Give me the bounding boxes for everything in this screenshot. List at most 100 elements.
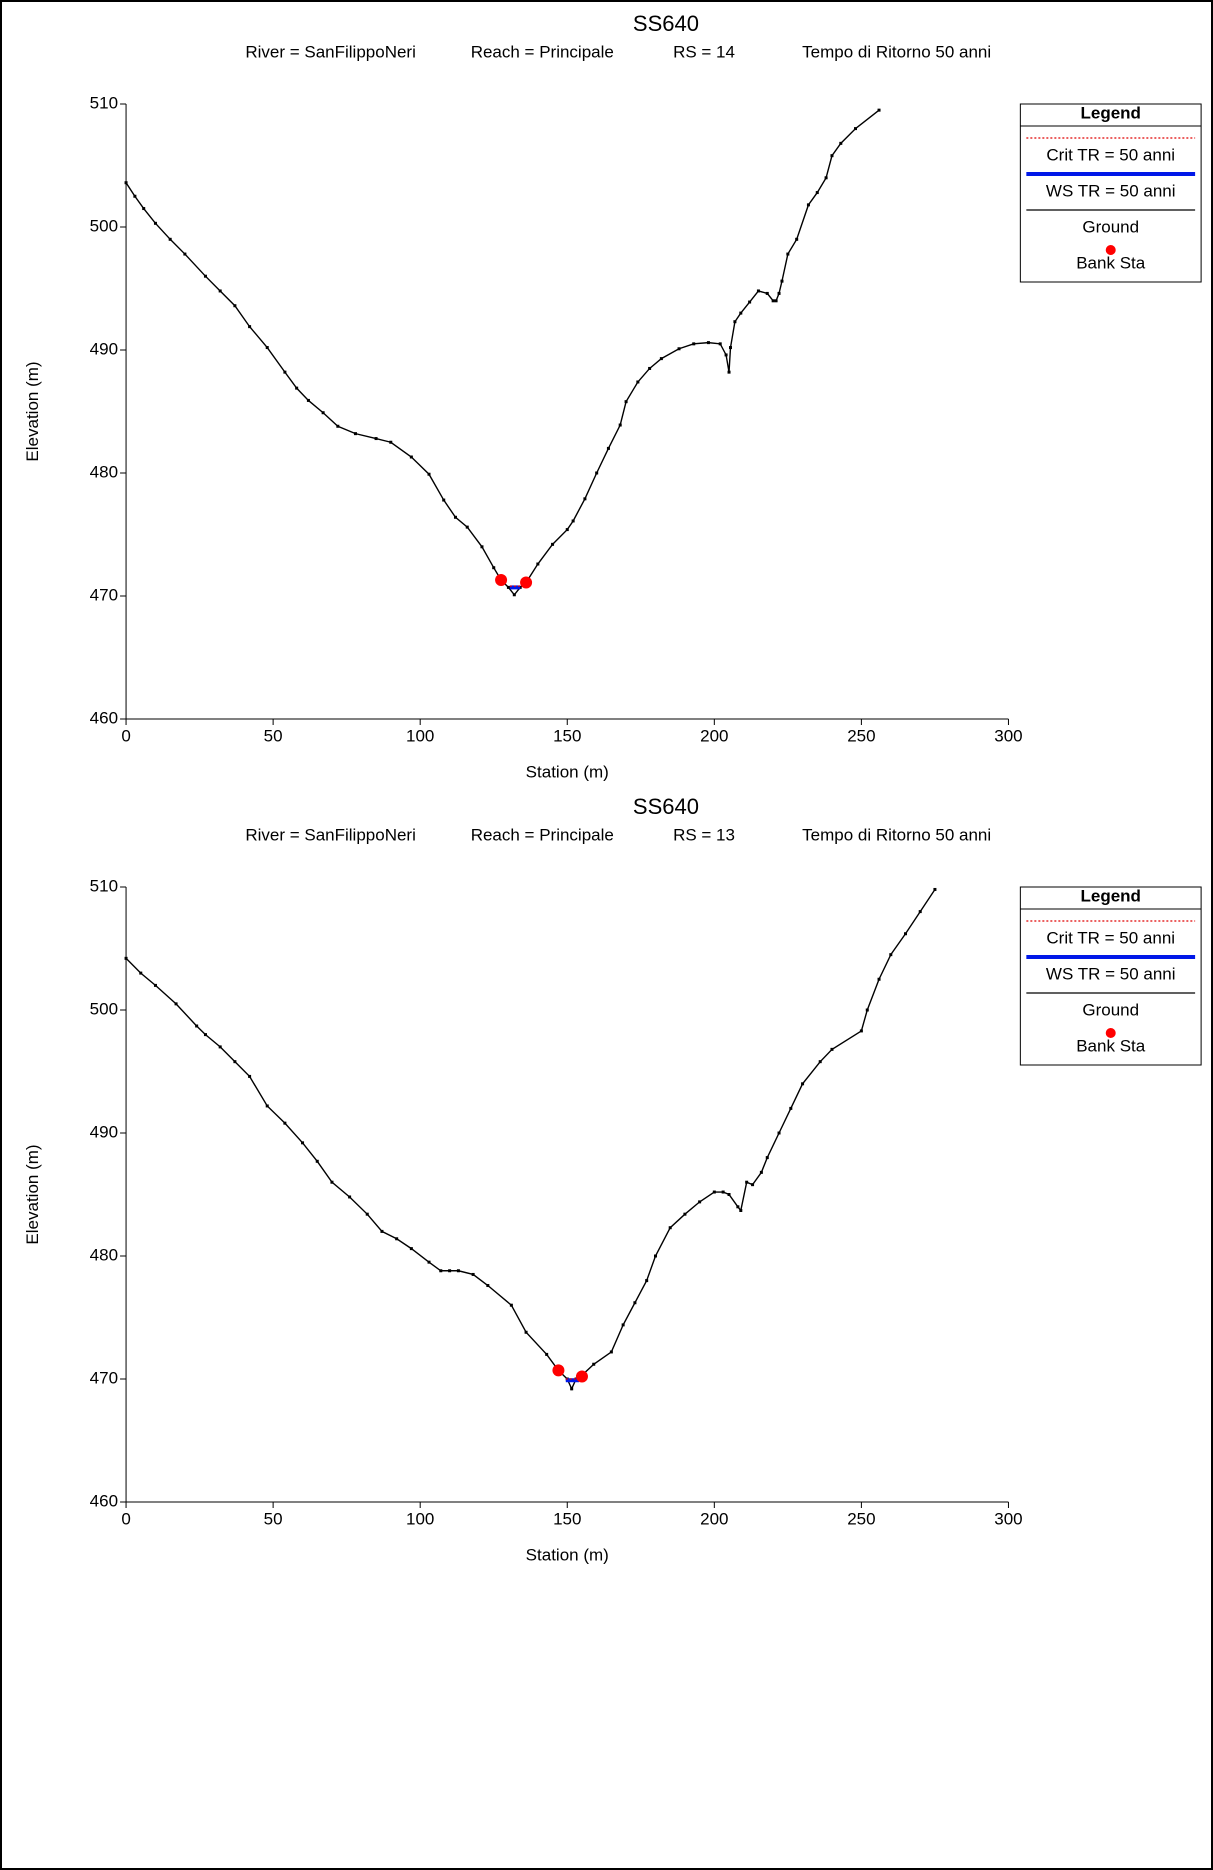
- ground-point: [706, 341, 710, 345]
- ground-point: [759, 1170, 763, 1174]
- ground-point: [512, 593, 516, 597]
- ground-point: [824, 176, 828, 180]
- ground-point: [751, 1183, 755, 1187]
- ground-point: [427, 1260, 431, 1264]
- ground-point: [727, 1193, 731, 1196]
- ground-point: [736, 1205, 740, 1209]
- legend-label: WS TR = 50 anni: [1046, 181, 1176, 200]
- y-tick-label: 500: [90, 999, 118, 1018]
- ground-point: [306, 398, 310, 402]
- subtitle: Tempo di Ritorno 50 anni: [802, 42, 991, 61]
- ground-point: [545, 1352, 549, 1356]
- y-tick-label: 500: [90, 216, 118, 235]
- ground-point: [409, 1247, 413, 1251]
- ground-point: [301, 1141, 305, 1145]
- subtitle: RS = 14: [673, 42, 735, 61]
- ground-point: [142, 207, 146, 211]
- ground-point: [427, 472, 431, 476]
- ground-point: [739, 1208, 743, 1212]
- ground-point: [889, 953, 893, 957]
- x-tick-label: 200: [700, 726, 728, 745]
- ground-point: [283, 1121, 287, 1125]
- ground-point: [248, 325, 252, 329]
- legend-label: WS TR = 50 anni: [1046, 964, 1176, 983]
- ground-point: [133, 194, 137, 198]
- ground-point: [480, 545, 484, 549]
- ground-point: [904, 932, 908, 936]
- ground-point: [465, 525, 469, 529]
- ground-point: [659, 357, 663, 361]
- ground-point: [595, 471, 599, 475]
- ground-point: [174, 1002, 178, 1006]
- ground-point: [471, 1272, 475, 1276]
- x-tick-label: 150: [553, 1509, 581, 1528]
- ground-point: [203, 1033, 207, 1037]
- ground-point: [124, 181, 128, 185]
- x-tick-label: 50: [264, 1509, 283, 1528]
- legend-title: Legend: [1081, 103, 1141, 122]
- ground-point: [409, 455, 413, 459]
- ground-point: [233, 304, 237, 308]
- x-tick-label: 0: [121, 1509, 130, 1528]
- ground-point: [570, 1387, 574, 1391]
- x-tick-label: 300: [994, 1509, 1022, 1528]
- ground-point: [801, 1082, 805, 1086]
- ground-point: [815, 191, 819, 195]
- ground-point: [698, 1200, 702, 1204]
- ground-point: [453, 515, 457, 519]
- bank-station: [520, 576, 533, 589]
- ground-point: [456, 1269, 460, 1273]
- ground-point: [636, 380, 640, 384]
- ground-point: [583, 497, 587, 501]
- subtitle: Tempo di Ritorno 50 anni: [802, 825, 991, 844]
- ground-point: [777, 1131, 781, 1135]
- bank-station: [495, 574, 508, 587]
- ground-point: [865, 1008, 869, 1012]
- ground-point: [265, 1104, 269, 1108]
- ground-point: [380, 1229, 384, 1233]
- y-axis-label: Elevation (m): [23, 1144, 42, 1244]
- x-tick-label: 100: [406, 726, 434, 745]
- x-tick-label: 200: [700, 1509, 728, 1528]
- ground-point: [536, 562, 540, 566]
- ground-point: [353, 432, 357, 436]
- subtitle: River = SanFilippoNeri: [245, 42, 416, 61]
- ground-point: [374, 437, 378, 441]
- ground-point: [618, 423, 622, 427]
- ground-point: [765, 1156, 769, 1160]
- ground-point: [365, 1212, 369, 1216]
- y-tick-label: 460: [90, 1491, 118, 1510]
- ground-point: [645, 1279, 649, 1283]
- subtitle: Reach = Principale: [471, 825, 614, 844]
- ground-point: [777, 291, 781, 295]
- ground-point: [877, 977, 881, 981]
- ground-point: [859, 1029, 863, 1033]
- ground-point: [551, 542, 555, 546]
- ground-point: [218, 1045, 222, 1049]
- legend-label: Ground: [1082, 217, 1139, 236]
- ground-point: [315, 1159, 319, 1163]
- chart-title: SS640: [633, 11, 699, 36]
- ground-point: [789, 1106, 793, 1110]
- ground-point: [336, 424, 340, 428]
- ground-point: [218, 289, 222, 293]
- ground-point: [153, 221, 157, 225]
- ground-point: [624, 400, 628, 404]
- ground-point: [565, 528, 569, 532]
- chart-title: SS640: [633, 794, 699, 819]
- x-tick-label: 250: [847, 1509, 875, 1528]
- x-axis-label: Station (m): [526, 762, 609, 781]
- ground-point: [795, 237, 799, 241]
- ground-point: [712, 1190, 716, 1194]
- ground-point: [195, 1024, 199, 1028]
- ground-point: [183, 252, 187, 256]
- ground-point: [806, 203, 810, 207]
- ground-point: [724, 353, 728, 357]
- ground-point: [677, 347, 681, 351]
- ground-point: [774, 299, 778, 303]
- ground-point: [321, 411, 325, 415]
- legend-label: Bank Sta: [1076, 1036, 1146, 1055]
- y-axis-label: Elevation (m): [23, 361, 42, 461]
